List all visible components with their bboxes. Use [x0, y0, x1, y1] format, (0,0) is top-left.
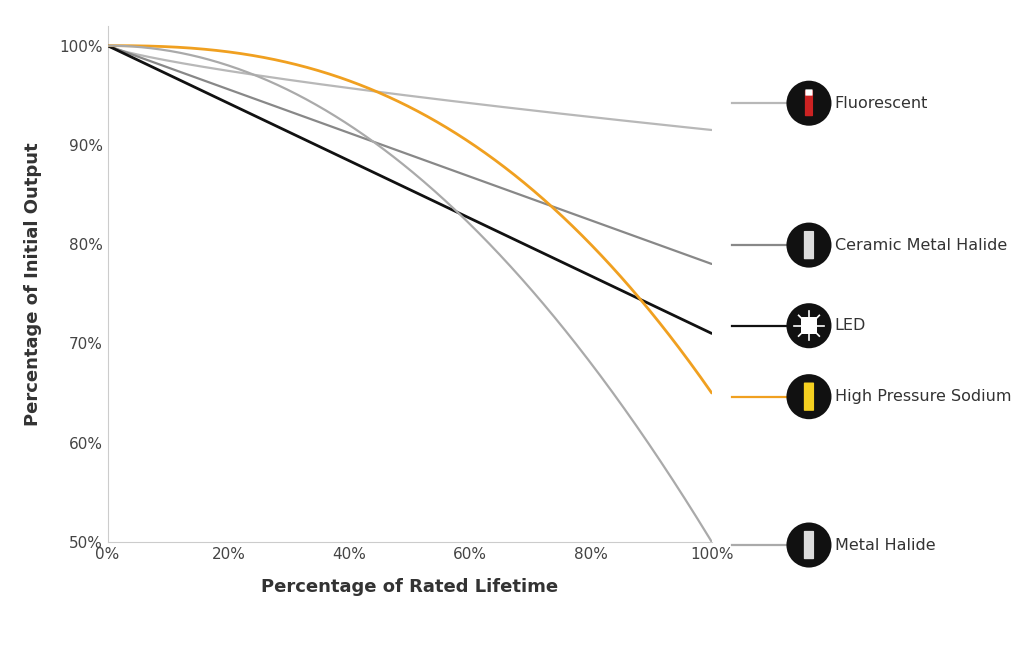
Text: LED: LED [835, 318, 866, 333]
Text: High Pressure Sodium: High Pressure Sodium [835, 389, 1011, 404]
X-axis label: Percentage of Rated Lifetime: Percentage of Rated Lifetime [261, 579, 558, 597]
Text: Metal Halide: Metal Halide [835, 537, 935, 553]
Y-axis label: Percentage of Initial Output: Percentage of Initial Output [25, 142, 42, 426]
Text: Fluorescent: Fluorescent [835, 95, 928, 111]
Text: Ceramic Metal Halide: Ceramic Metal Halide [835, 237, 1007, 253]
